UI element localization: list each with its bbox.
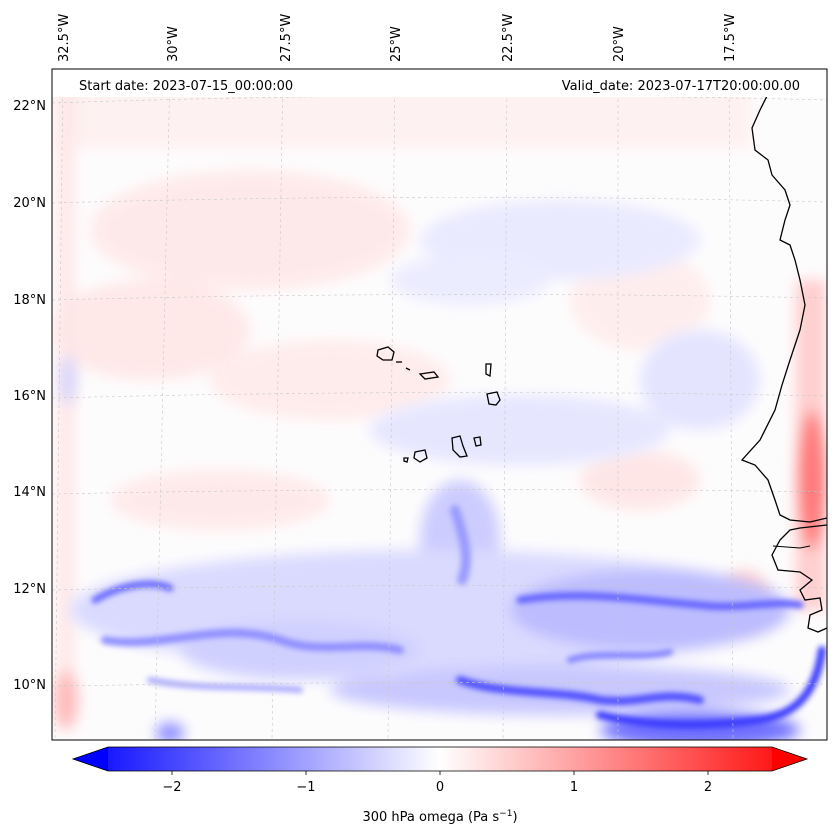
lat-label-22n: 22°N (13, 99, 46, 114)
colorbar-tick-0: 0 (436, 780, 444, 795)
cape-verde-islands (376, 346, 501, 463)
colorbar-tick-neg1: −1 (296, 780, 315, 795)
colorbar-gradient (73, 747, 807, 771)
lon-label-27-5w: 27.5°W (279, 14, 294, 62)
start-date-label: Start date: 2023-07-15_00:00:00 (79, 79, 293, 94)
colorbar-tick-neg2: −2 (162, 780, 181, 795)
valid-date-label: Valid_date: 2023-07-17T20:00:00.00 (562, 79, 800, 94)
map-frame (51, 68, 828, 741)
lat-label-20n: 20°N (13, 196, 46, 211)
map-panel: Start date: 2023-07-15_00:00:00 Valid_da… (52, 69, 827, 740)
colorbar-extend-max (772, 747, 807, 771)
colorbar-tick-1: 1 (570, 780, 578, 795)
longitude-labels: 32.5°W 30°W 27.5°W 25°W 22.5°W 20°W 17.5… (57, 14, 738, 62)
colorbar-label: 300 hPa omega (Pa s−1) (362, 809, 517, 825)
omega-streaks (91, 505, 826, 729)
lat-label-18n: 18°N (13, 293, 46, 308)
lon-label-20w: 20°W (612, 26, 627, 62)
lon-label-32-5w: 32.5°W (57, 14, 72, 62)
lon-label-25w: 25°W (389, 26, 404, 62)
header-box (52, 69, 827, 97)
colorbar-outline (71, 746, 809, 772)
latitude-labels: 22°N 20°N 18°N 16°N 14°N 12°N 10°N (13, 99, 46, 693)
colorbar-tick-2: 2 (704, 780, 712, 795)
map-gridlines (52, 69, 827, 740)
gambia-river (772, 545, 811, 549)
colorbar-extend-min (73, 747, 108, 771)
africa-coastline (740, 69, 827, 523)
africa-coastline-south (771, 524, 827, 633)
lon-label-22-5w: 22.5°W (501, 14, 516, 62)
lat-label-16n: 16°N (13, 389, 46, 404)
lat-label-14n: 14°N (13, 485, 46, 500)
colorbar: −2 −1 0 1 2 300 hPa omega (Pa s−1) (71, 746, 809, 825)
lon-label-30w: 30°W (166, 26, 181, 62)
lat-label-12n: 12°N (13, 582, 46, 597)
lon-label-17-5w: 17.5°W (723, 14, 738, 62)
lat-label-10n: 10°N (13, 678, 46, 693)
